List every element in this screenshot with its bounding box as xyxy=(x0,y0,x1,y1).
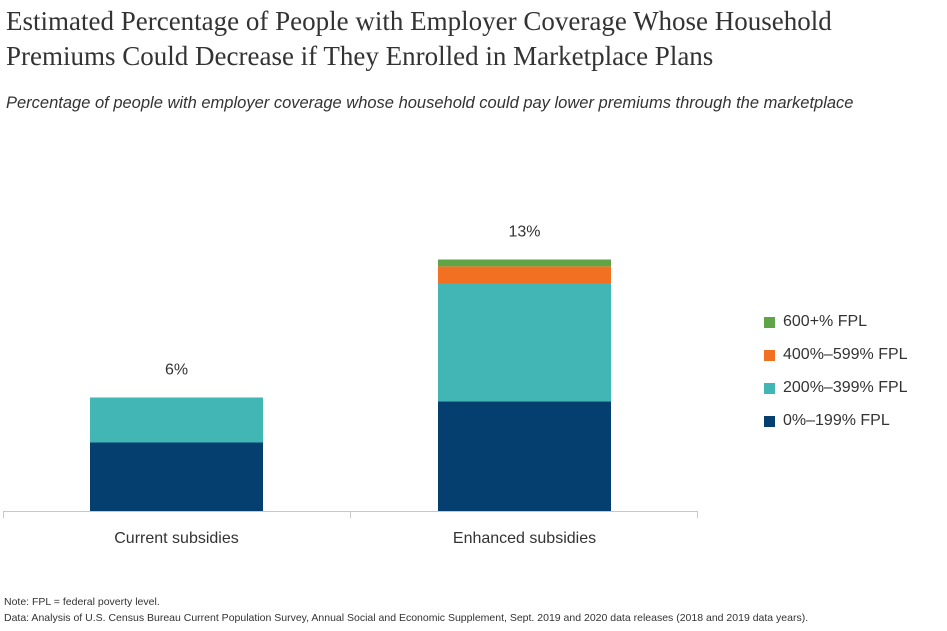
bar-segment xyxy=(438,283,611,402)
data-source-text: Data: Analysis of U.S. Census Bureau Cur… xyxy=(4,612,809,624)
bar-segment xyxy=(90,442,263,511)
chart-subtitle: Percentage of people with employer cover… xyxy=(6,94,854,112)
x-tick-label: Enhanced subsidies xyxy=(453,530,596,547)
legend-label: 0%–199% FPL xyxy=(783,412,890,429)
legend-swatch xyxy=(764,316,775,328)
legend-label: 600+% FPL xyxy=(783,313,868,330)
legend-swatch xyxy=(764,349,775,361)
x-tick-label: Current subsidies xyxy=(114,530,239,547)
legend-label: 400%–599% FPL xyxy=(783,346,908,363)
chart-notes: Note: FPL = federal poverty level. Data:… xyxy=(4,594,808,626)
legend-swatch xyxy=(764,415,775,427)
legend-item: 0%–199% FPL xyxy=(764,410,908,432)
legend: 600+% FPL 400%–599% FPL 200%–399% FPL 0%… xyxy=(764,311,908,443)
bar-segment xyxy=(438,401,611,511)
chart-title: Estimated Percentage of People with Empl… xyxy=(6,6,832,71)
bar-total-label: 13% xyxy=(508,224,540,241)
bar-segment xyxy=(438,259,611,267)
legend-item: 400%–599% FPL xyxy=(764,344,908,366)
legend-item: 200%–399% FPL xyxy=(764,377,908,399)
note-text: Note: FPL = federal poverty level. xyxy=(4,596,160,608)
stacked-bar-chart: 6% Current subsidies 13% Enhanced subsidies xyxy=(3,224,698,547)
legend-label: 200%–399% FPL xyxy=(783,379,908,396)
bar-segment xyxy=(438,266,611,284)
bar-total-label: 6% xyxy=(165,361,188,378)
legend-item: 600+% FPL xyxy=(764,311,908,333)
legend-swatch xyxy=(764,382,775,394)
bar-segment xyxy=(90,397,263,443)
